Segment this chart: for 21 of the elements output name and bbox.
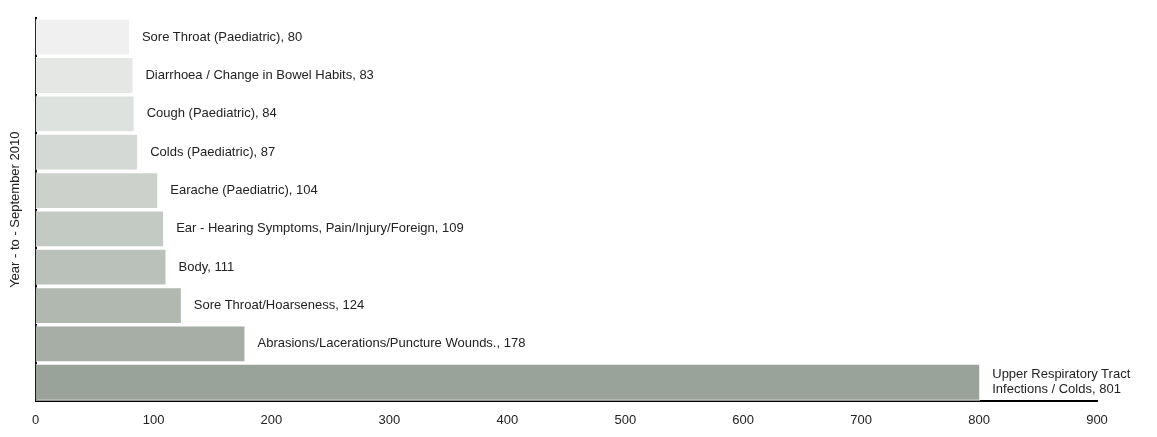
data-label: Body, 111: [178, 258, 235, 274]
data-label: Upper Respiratory Tract Infections / Colds, 801: [992, 366, 1131, 397]
x-tick-label: 400: [496, 411, 519, 427]
x-tick-label: 800: [968, 411, 990, 427]
y-axis-title: Year - to - September 2010: [7, 131, 23, 288]
x-tick-label: 500: [614, 411, 637, 427]
x-tick-label: 0: [31, 411, 40, 427]
data-label: Earache (Paediatric), 104: [170, 182, 318, 198]
x-tick-label: 900: [1086, 411, 1108, 427]
x-tick-label: 300: [378, 411, 401, 427]
x-tick-label: 200: [260, 411, 283, 427]
data-label: Diarrhoea / Change in Bowel Habits, 83: [145, 67, 374, 83]
x-tick-label: 100: [142, 411, 165, 427]
data-label: Colds (Paediatric), 87: [150, 143, 276, 159]
data-label: Cough (Paediatric), 84: [146, 105, 277, 121]
data-label: Abrasions/Lacerations/Puncture Wounds., 178: [257, 335, 526, 351]
data-label: Ear - Hearing Symptoms, Pain/Injury/Foreign, 109: [176, 220, 464, 236]
data-label: Sore Throat (Paediatric), 80: [141, 28, 303, 44]
x-tick-label: 600: [732, 411, 755, 427]
data-label: Sore Throat/Hoarseness, 124: [193, 297, 365, 313]
x-tick-label: 700: [850, 411, 872, 427]
